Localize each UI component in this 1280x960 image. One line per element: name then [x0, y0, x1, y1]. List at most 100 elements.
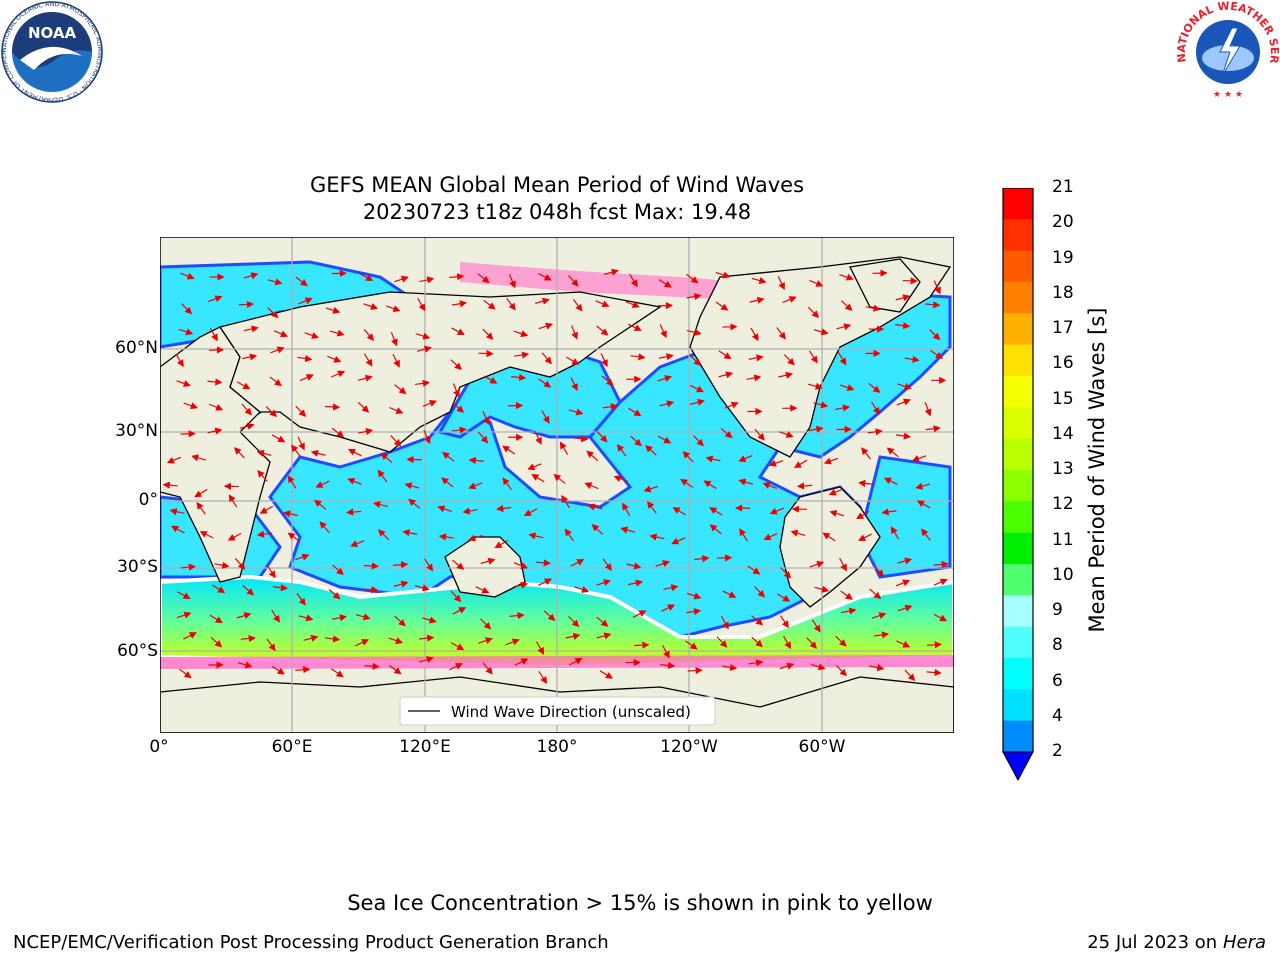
- wave-arrow: [768, 459, 784, 467]
- wave-arrow: [325, 306, 341, 314]
- chart-subtitle: 20230723 t18z 048h fcst Max: 19.48: [362, 200, 752, 224]
- wave-arrow: [377, 469, 388, 483]
- wave-arrow: [208, 403, 224, 411]
- wave-arrow: [506, 298, 516, 311]
- wave-arrow: [694, 555, 710, 563]
- wave-arrow: [392, 353, 400, 368]
- wave-arrow: [809, 560, 825, 568]
- wave-arrow: [414, 379, 431, 387]
- wave-arrow: [170, 525, 185, 534]
- wave-arrow: [613, 475, 629, 483]
- wave-arrow: [601, 375, 614, 386]
- wave-arrow: [450, 642, 465, 651]
- wave-arrow: [394, 615, 406, 627]
- wave-arrow: [840, 300, 853, 312]
- wave-arrow: [377, 529, 390, 541]
- wave-arrow: [718, 371, 734, 379]
- wave-arrow: [829, 509, 845, 517]
- colorbar-cell: [1003, 689, 1033, 722]
- wave-arrow: [568, 615, 580, 628]
- wave-arrow: [177, 591, 191, 600]
- wave-arrow: [596, 579, 611, 587]
- colorbar-cell: [1003, 626, 1033, 659]
- wave-arrow: [659, 400, 675, 408]
- colorbar-cell: [1003, 595, 1033, 628]
- wave-arrow: [538, 378, 552, 388]
- wave-arrow: [477, 273, 490, 284]
- colorbar-cell: [1003, 407, 1033, 440]
- wave-arrow: [883, 477, 898, 485]
- wave-arrow: [236, 381, 251, 390]
- wave-arrow: [687, 666, 703, 675]
- wave-arrow: [705, 455, 721, 463]
- wave-arrow: [287, 532, 301, 543]
- wave-arrow: [297, 354, 313, 363]
- wave-arrow: [346, 508, 362, 516]
- wave-arrow: [239, 422, 255, 430]
- wave-arrow: [451, 426, 467, 434]
- wave-arrow: [538, 273, 552, 281]
- wave-arrow: [602, 558, 612, 572]
- wave-arrow: [535, 297, 550, 305]
- wave-arrow: [926, 668, 942, 677]
- wave-arrow: [663, 584, 679, 592]
- wave-arrow: [228, 494, 238, 508]
- wave-arrow: [511, 373, 527, 381]
- wave-arrow: [596, 325, 609, 336]
- wave-arrow: [256, 530, 272, 538]
- wave-arrow: [869, 588, 882, 600]
- wave-arrow: [178, 328, 194, 336]
- wave-arrow: [649, 533, 665, 541]
- y-tick-3: 30°S: [117, 557, 158, 577]
- wave-arrow: [315, 480, 330, 488]
- wind-wave-arrows: [162, 268, 949, 685]
- wave-arrow: [330, 668, 344, 678]
- wave-arrow: [930, 350, 944, 359]
- colorbar-tick: 16: [1052, 353, 1074, 374]
- wave-arrow: [283, 510, 299, 518]
- wave-arrow: [348, 448, 362, 457]
- wave-arrow: [475, 586, 490, 594]
- wave-arrow: [890, 526, 900, 540]
- wave-arrow: [270, 346, 285, 354]
- wave-arrow: [176, 611, 192, 619]
- wave-arrow: [297, 436, 305, 451]
- wave-arrow: [828, 488, 844, 496]
- wave-arrow: [452, 383, 460, 398]
- wave-arrow: [865, 304, 881, 312]
- colorbar-tick: 14: [1052, 423, 1074, 444]
- colorbar-tick: 19: [1052, 247, 1074, 268]
- wave-arrow: [616, 443, 627, 457]
- colorbar-cell: [1003, 532, 1033, 565]
- wave-arrow: [303, 634, 319, 642]
- wave-arrow: [480, 618, 492, 630]
- wave-arrow: [762, 482, 778, 489]
- wave-arrow: [871, 401, 880, 415]
- wave-arrow: [423, 430, 431, 445]
- wave-arrow: [355, 613, 371, 621]
- wave-arrow: [840, 590, 853, 600]
- wave-arrow: [483, 299, 496, 310]
- wave-arrow: [807, 382, 823, 390]
- colorbar-tick: 6: [1052, 670, 1063, 691]
- wave-arrow: [839, 273, 854, 281]
- wave-arrow: [394, 275, 409, 283]
- wave-arrow: [661, 604, 676, 612]
- wave-arrow: [553, 474, 566, 484]
- wave-arrow: [926, 641, 943, 649]
- wave-arrow: [287, 475, 297, 489]
- wave-arrow: [355, 639, 370, 647]
- wave-arrow: [271, 434, 286, 443]
- wave-arrow: [692, 435, 704, 447]
- wave-arrow: [452, 607, 467, 615]
- wave-arrow: [682, 451, 694, 463]
- wave-arrow: [895, 579, 911, 587]
- wave-arrow: [536, 641, 545, 655]
- wave-arrow: [823, 457, 839, 465]
- wave-arrow: [858, 533, 872, 541]
- wave-arrow: [925, 425, 941, 433]
- wave-arrow: [296, 592, 306, 606]
- wave-arrow: [373, 501, 388, 509]
- wave-arrow: [604, 268, 619, 276]
- colorbar-cell: [1003, 501, 1033, 534]
